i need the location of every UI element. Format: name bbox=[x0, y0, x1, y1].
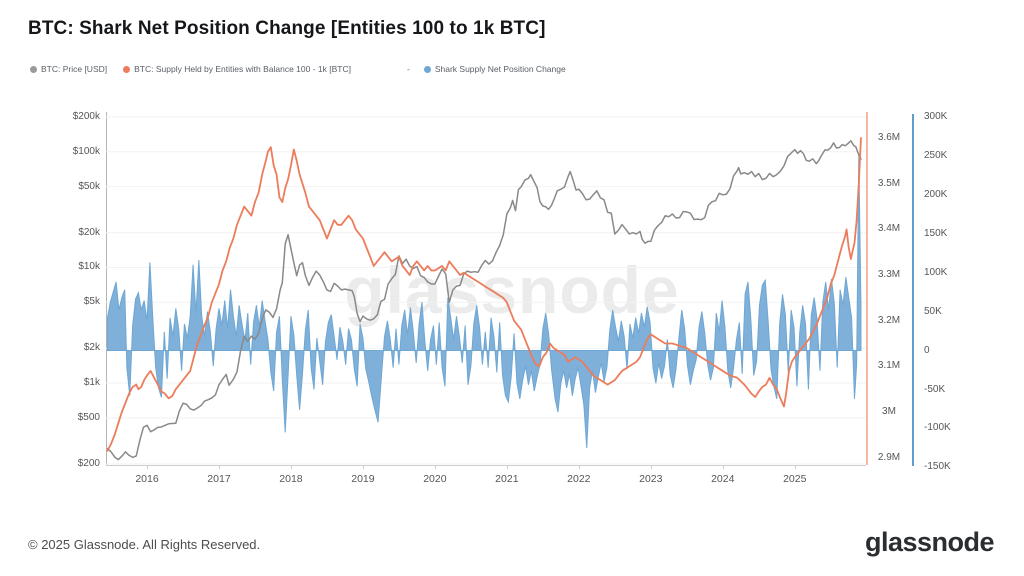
net-tick-label: 150K bbox=[924, 227, 948, 239]
year-tick-label: 2025 bbox=[783, 473, 807, 485]
x-axis-tick bbox=[578, 465, 580, 469]
x-axis-line bbox=[106, 465, 866, 466]
net-tick-label: -150K bbox=[924, 461, 951, 473]
net-tick-label: 250K bbox=[924, 149, 948, 161]
supply-tick-label: 3.6M bbox=[877, 132, 901, 144]
net-tick-label: -50K bbox=[924, 383, 946, 395]
year-tick-label: 2020 bbox=[423, 473, 447, 485]
x-axis-tick bbox=[794, 465, 796, 469]
price-tick-label: $2k bbox=[83, 342, 100, 354]
chart-legend: BTC: Price [USD] BTC: Supply Held by Ent… bbox=[30, 64, 582, 74]
price-line-series bbox=[106, 140, 862, 461]
legend-item-net-position[interactable]: Shark Supply Net Position Change bbox=[423, 64, 566, 74]
copyright-text: © 2025 Glassnode. All Rights Reserved. bbox=[28, 537, 261, 552]
legend-separator: - bbox=[406, 64, 410, 74]
price-tick-label: $100k bbox=[72, 145, 100, 157]
year-tick-label: 2021 bbox=[495, 473, 519, 485]
net-legend-dot-icon bbox=[423, 65, 431, 73]
page-title: BTC: Shark Net Position Change [Entities… bbox=[28, 18, 546, 39]
left-price-axis-line bbox=[106, 112, 107, 465]
year-tick-label: 2023 bbox=[639, 473, 663, 485]
price-tick-label: $10k bbox=[78, 261, 100, 273]
net-tick-label: 50K bbox=[924, 305, 942, 317]
price-tick-label: $200 bbox=[77, 457, 100, 469]
supply-tick-label: 2.9M bbox=[877, 451, 901, 463]
supply-tick-label: 3.2M bbox=[877, 314, 901, 326]
price-tick-label: $1k bbox=[83, 377, 100, 389]
x-axis-tick bbox=[147, 465, 149, 469]
x-axis-tick bbox=[650, 465, 652, 469]
glassnode-logo[interactable]: glassnode bbox=[864, 527, 995, 557]
x-axis-tick bbox=[722, 465, 724, 469]
net-tick-label: 200K bbox=[924, 188, 948, 200]
net-position-area-series bbox=[106, 153, 862, 449]
year-tick-label: 2017 bbox=[207, 473, 231, 485]
year-tick-label: 2024 bbox=[711, 473, 735, 485]
legend-item-label: Shark Supply Net Position Change bbox=[434, 64, 566, 74]
supply-tick-label: 3M bbox=[882, 406, 896, 418]
year-tick-label: 2018 bbox=[279, 473, 303, 485]
x-axis-tick bbox=[506, 465, 508, 469]
price-tick-label: $200k bbox=[72, 111, 100, 122]
supply-tick-label: 3.3M bbox=[877, 269, 901, 281]
net-tick-label: 100K bbox=[924, 266, 948, 278]
x-axis-tick bbox=[362, 465, 364, 469]
net-tick-label: 0 bbox=[924, 344, 930, 356]
supply-tick-label: 3.5M bbox=[877, 177, 901, 189]
right-supply-axis-line bbox=[866, 112, 868, 465]
supply-tick-label: 3.1M bbox=[877, 360, 901, 372]
supply-line-series bbox=[106, 137, 862, 452]
price-tick-label: $50k bbox=[78, 180, 100, 192]
net-tick-label: 300K bbox=[924, 110, 948, 122]
price-tick-label: $20k bbox=[78, 226, 100, 238]
x-axis-tick bbox=[218, 465, 220, 469]
supply-tick-label: 3.4M bbox=[877, 223, 901, 235]
legend-item-price[interactable]: BTC: Price [USD] bbox=[30, 64, 107, 74]
year-tick-label: 2022 bbox=[567, 473, 591, 485]
year-tick-label: 2016 bbox=[135, 473, 159, 485]
right-net-axis-line bbox=[912, 114, 914, 466]
supply-legend-dot-icon bbox=[123, 65, 131, 73]
price-legend-dot-icon bbox=[30, 65, 37, 73]
price-tick-label: $500 bbox=[77, 411, 100, 423]
plot-area[interactable] bbox=[106, 112, 866, 465]
x-axis-tick bbox=[290, 465, 292, 469]
legend-item-supply[interactable]: BTC: Supply Held by Entities with Balanc… bbox=[123, 64, 351, 74]
net-tick-label: -100K bbox=[924, 422, 951, 434]
x-axis-tick bbox=[434, 465, 436, 469]
legend-item-label: BTC: Price [USD] bbox=[41, 64, 108, 74]
year-tick-label: 2019 bbox=[351, 473, 375, 485]
legend-item-label: BTC: Supply Held by Entities with Balanc… bbox=[134, 64, 351, 74]
price-tick-label: $5k bbox=[83, 296, 100, 308]
